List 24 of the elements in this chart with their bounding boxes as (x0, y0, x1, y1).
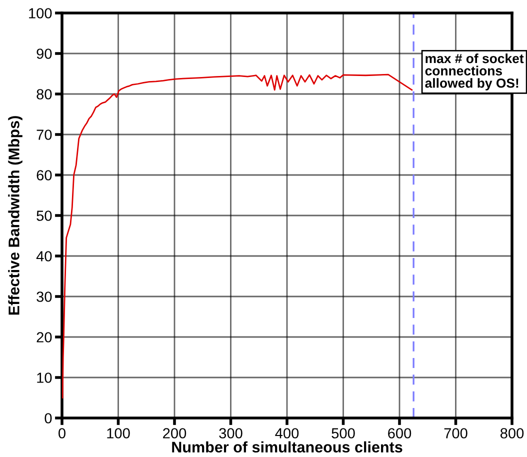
x-tick-label: 700 (444, 428, 468, 438)
x-tick-label: 600 (388, 428, 412, 438)
y-tick-label: 10 (37, 372, 52, 383)
y-tick-label: 80 (36, 89, 52, 100)
x-tick-label: 500 (332, 428, 355, 438)
y-tick-label: 90 (36, 48, 52, 59)
y-tick-label: 100 (29, 8, 52, 18)
y-tick-label: 60 (36, 170, 52, 180)
x-tick-label: 300 (219, 428, 242, 438)
x-tick-label: 800 (500, 428, 524, 438)
y-tick-label: 0 (44, 413, 52, 424)
y-axis-title: Effective Bandwidth (Mbps) (8, 116, 22, 315)
y-tick-label: 20 (36, 332, 52, 342)
x-tick-label: 200 (163, 428, 186, 438)
y-tick-label: 50 (36, 210, 52, 221)
x-tick-label: 400 (275, 428, 299, 438)
x-tick-label: 100 (107, 428, 130, 438)
x-tick-label: 0 (58, 428, 66, 438)
line-series (62, 74, 413, 398)
y-tick-label: 30 (36, 292, 52, 302)
y-tick-label: 70 (36, 130, 52, 140)
x-axis-title: Number of simultaneous clients (172, 441, 402, 453)
y-tick-label: 40 (36, 251, 52, 262)
ref-line-label: max # of socket connections allowed by OS! (425, 54, 524, 90)
